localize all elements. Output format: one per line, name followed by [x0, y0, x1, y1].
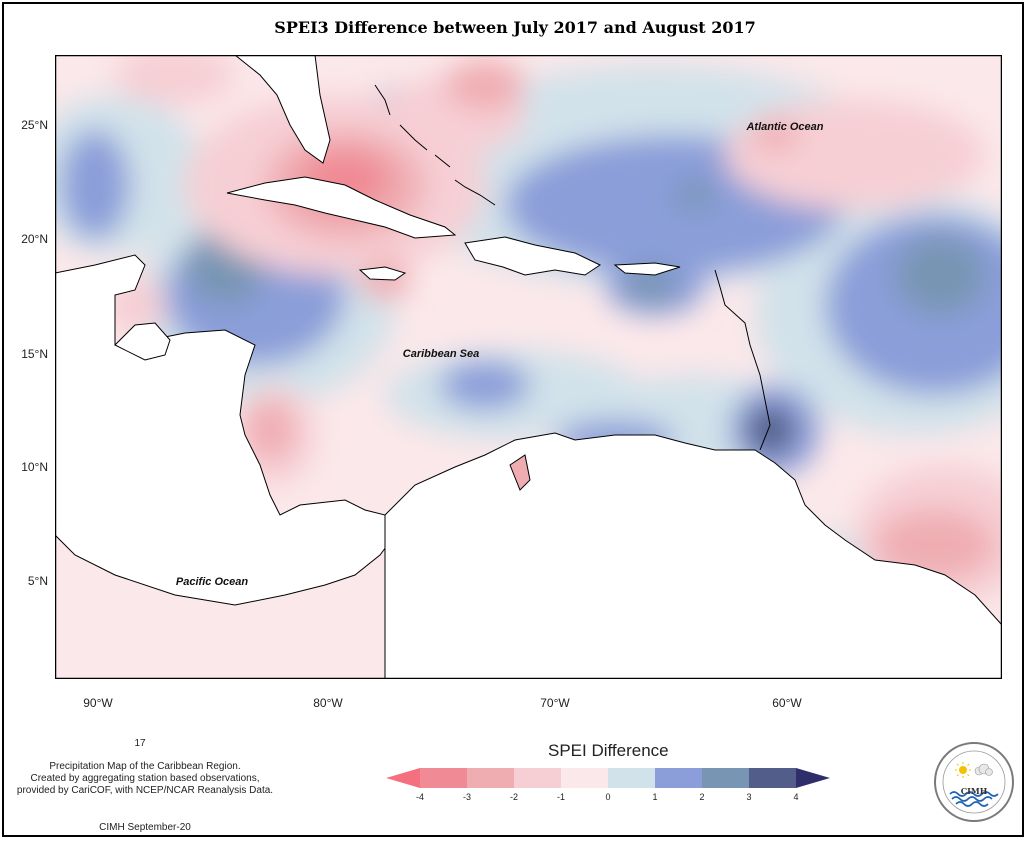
legend-arrow-high [796, 768, 830, 788]
land-masses [55, 55, 1002, 679]
cimh-logo: CIMH [934, 742, 1014, 822]
legend-tick-label: 3 [746, 792, 751, 802]
legend-tick-label: -3 [463, 792, 471, 802]
credit-footer: CIMH September-20 [99, 822, 191, 833]
lat-label-10n: 10°N [21, 460, 48, 474]
credit-number: 17 [134, 738, 146, 749]
legend-swatch [561, 768, 608, 788]
cuba [226, 176, 457, 239]
legend-title: SPEI Difference [548, 741, 669, 760]
legend-tick-label: 0 [605, 792, 610, 802]
logo-text: CIMH [960, 786, 988, 796]
lesser-antilles [714, 269, 771, 451]
lon-label-80w: 80°W [313, 696, 343, 710]
bahamas-islands [374, 84, 496, 206]
credit-line-3: provided by CariCOF, with NCEP/NCAR Rean… [16, 785, 274, 796]
atlantic-ocean-label: Atlantic Ocean [745, 121, 823, 133]
legend-tick-label: 2 [699, 792, 704, 802]
legend-swatch [420, 768, 467, 788]
legend-tick-label: -4 [416, 792, 424, 802]
legend-colorbar: -4 -3 -2 -1 0 1 2 3 4 [386, 768, 830, 802]
legend-swatch [608, 768, 655, 788]
legend-tick-label: 1 [652, 792, 657, 802]
legend-tick-label: 4 [793, 792, 798, 802]
lon-label-60w: 60°W [772, 696, 802, 710]
lake-maracaibo [509, 454, 531, 491]
hispaniola [464, 236, 602, 276]
legend-arrow-low [386, 768, 420, 788]
legend-swatch [467, 768, 514, 788]
legend-swatch [749, 768, 796, 788]
credit-line-1: Precipitation Map of the Caribbean Regio… [49, 761, 241, 772]
lat-label-5n: 5°N [27, 574, 48, 588]
lat-label-20n: 20°N [21, 232, 48, 246]
caribbean-sea-label: Caribbean Sea [403, 348, 479, 360]
legend-tick-label: -1 [557, 792, 565, 802]
legend-swatch [702, 768, 749, 788]
lon-label-90w: 90°W [83, 696, 113, 710]
credit-line-2: Created by aggregating station based obs… [30, 773, 260, 784]
legend-swatch [514, 768, 561, 788]
legend-swatch [655, 768, 702, 788]
sun-icon [955, 762, 971, 778]
waves-icon [949, 791, 999, 807]
map-panel: Atlantic Ocean Caribbean Sea Pacific Oce… [55, 55, 1002, 679]
cloud-icon [974, 763, 993, 776]
map-title: SPEI3 Difference between July 2017 and A… [274, 18, 756, 37]
south-america [384, 432, 1002, 679]
lat-label-15n: 15°N [21, 347, 48, 361]
yucatan [114, 322, 171, 361]
lat-label-25n: 25°N [21, 118, 48, 132]
puerto-rico [613, 262, 681, 276]
legend-tick-label: -2 [510, 792, 518, 802]
pacific-ocean-label: Pacific Ocean [176, 576, 248, 588]
logo-graphic [942, 750, 1006, 814]
lon-label-70w: 70°W [540, 696, 570, 710]
jamaica [358, 266, 407, 281]
florida [234, 55, 331, 164]
